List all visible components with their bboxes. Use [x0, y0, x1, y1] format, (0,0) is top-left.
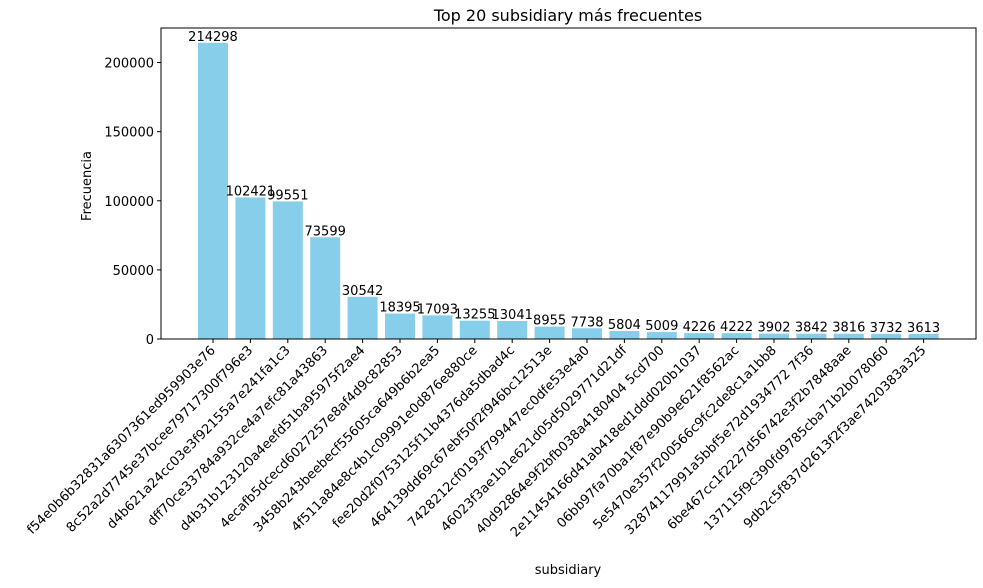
bar-value-label-20: 3613 [907, 321, 940, 336]
y-tick-label-4: 150000 [104, 126, 154, 141]
bar-19 [871, 333, 902, 339]
bars-group [198, 42, 939, 339]
bar-value-label-9: 13041 [492, 308, 533, 323]
x-axis-label: subsidiary [535, 563, 602, 578]
bar-7 [422, 315, 453, 339]
bar-6 [385, 313, 415, 339]
bar-value-label-13: 5009 [645, 319, 678, 334]
bar-value-label-7: 17093 [417, 302, 458, 317]
bar-value-label-5: 30542 [342, 284, 383, 299]
y-axis: 0 50000 100000 150000 200000 [104, 57, 161, 348]
bar-value-label-2: 102421 [226, 184, 276, 199]
bar-17 [796, 333, 827, 339]
bar-3 [272, 201, 303, 339]
y-tick-label-1: 0 [146, 333, 154, 348]
bar-value-label-6: 18395 [379, 301, 420, 316]
bar-value-label-19: 3732 [870, 321, 903, 336]
y-tick-label-3: 100000 [104, 195, 154, 210]
bar-value-label-10: 8955 [533, 314, 566, 329]
y-tick-label-5: 200000 [104, 57, 154, 72]
y-tick-label-2: 50000 [113, 264, 154, 279]
bar-14 [684, 333, 715, 339]
bar-value-label-3: 99551 [267, 188, 308, 203]
bar-value-label-4: 73599 [305, 224, 346, 239]
bar-value-label-12: 5804 [608, 318, 641, 333]
bar-8 [459, 320, 490, 339]
bar-4 [310, 237, 341, 339]
bar-1 [198, 42, 228, 339]
bar-value-label-17: 3842 [795, 321, 828, 336]
y-axis-label: Frecuencia [80, 151, 95, 221]
bar-value-label-11: 7738 [570, 315, 603, 330]
bar-11 [572, 328, 602, 339]
plot-frame [160, 27, 977, 340]
bar-15 [721, 333, 752, 339]
bar-value-label-16: 3902 [757, 321, 790, 336]
bar-12 [609, 330, 640, 339]
bar-value-label-15: 4222 [720, 320, 753, 335]
bar-value-label-18: 3816 [832, 321, 865, 336]
bar-5 [347, 296, 378, 339]
bar-13 [646, 332, 677, 339]
bar-value-label-14: 4226 [683, 320, 716, 335]
bar-20 [908, 334, 939, 339]
x-axis: f54e0b6b32831a6307361ed959903e768c52a2d7… [25, 339, 929, 540]
bar-value-label-1: 214298 [188, 30, 238, 45]
chart-title: Top 20 subsidiary más frecuentes [433, 6, 702, 25]
bar-9 [497, 320, 528, 339]
bar-10 [534, 326, 565, 339]
bar-18 [833, 333, 864, 339]
bar-16 [759, 333, 789, 339]
bar-value-label-8: 13255 [454, 308, 495, 323]
bar-2 [235, 197, 266, 339]
